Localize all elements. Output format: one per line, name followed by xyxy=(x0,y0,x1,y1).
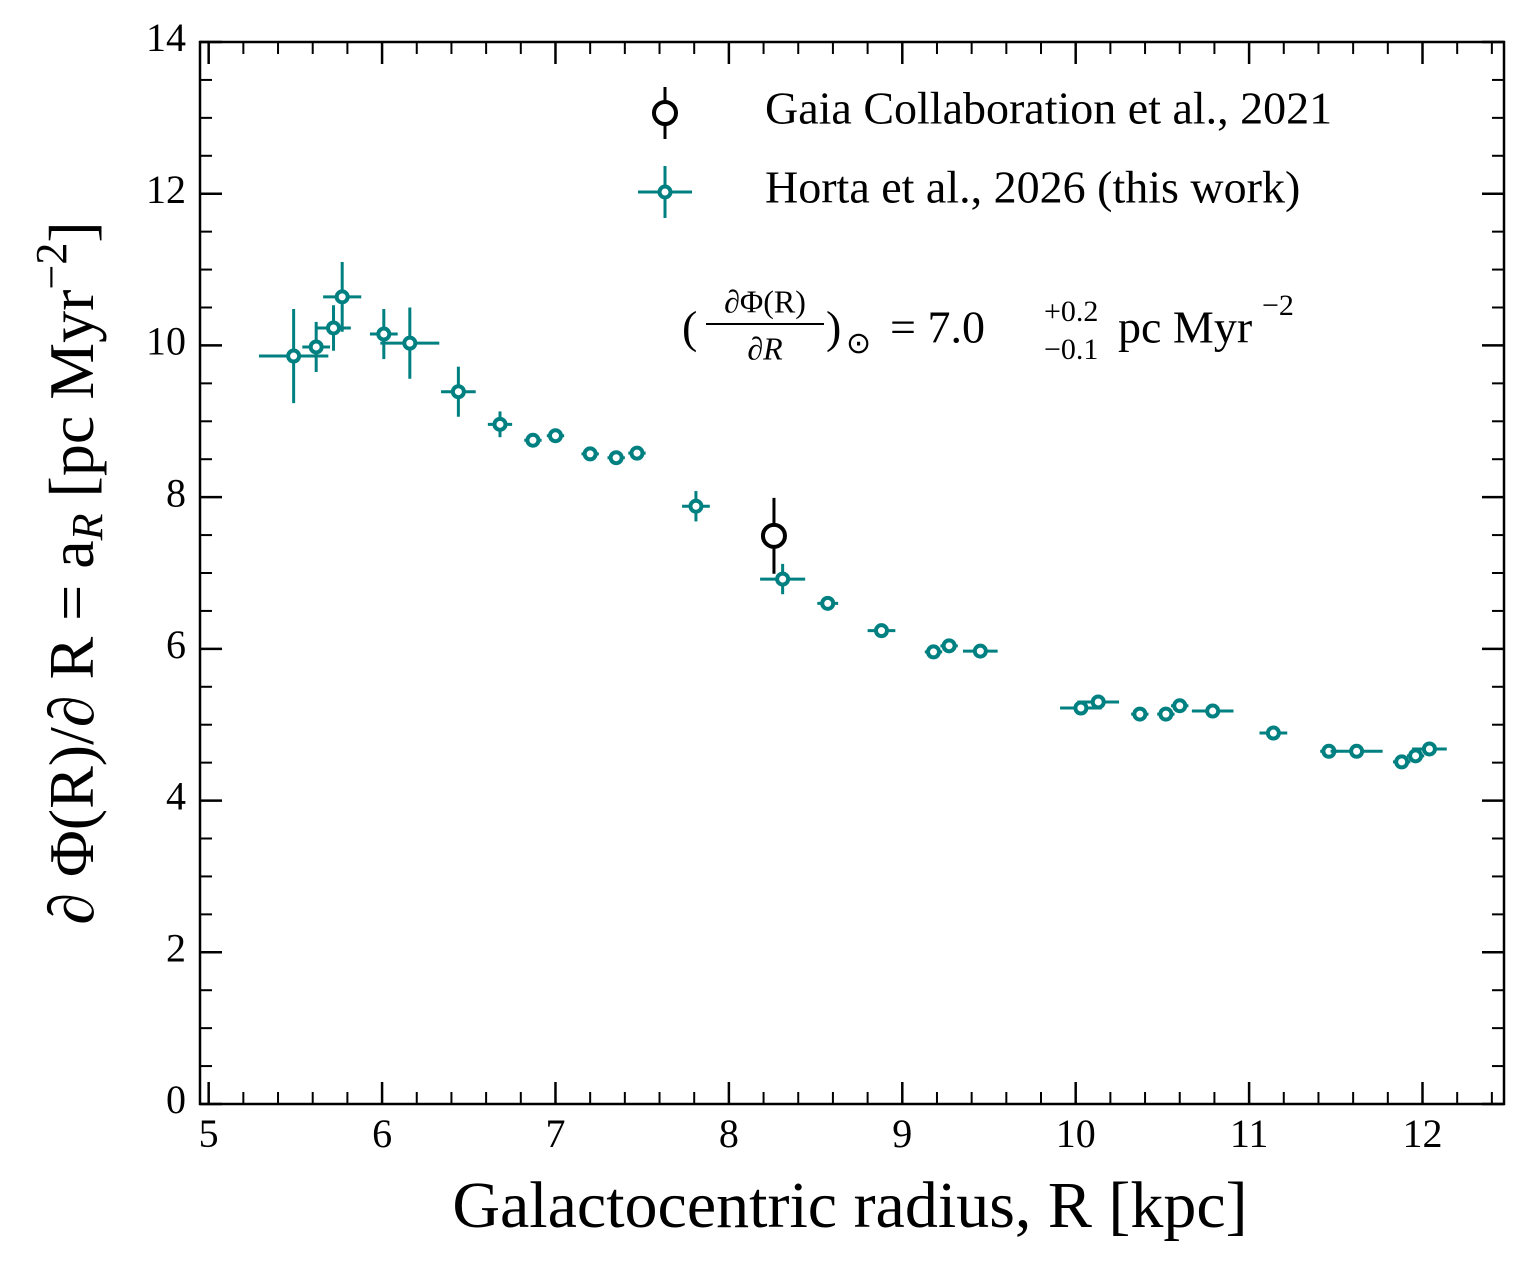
x-tick-label: 6 xyxy=(372,1111,392,1156)
y-tick-label: 8 xyxy=(166,470,186,515)
y-label-unit: [pc Myr xyxy=(36,290,107,514)
data-point xyxy=(547,428,563,444)
data-point xyxy=(1205,703,1221,719)
data-point xyxy=(582,446,598,462)
data-point xyxy=(873,623,889,639)
annotation-numerator: ∂Φ(R) xyxy=(724,283,806,319)
data-point xyxy=(308,339,324,355)
data-point xyxy=(775,571,791,587)
x-tick-label: 7 xyxy=(545,1111,565,1156)
data-point xyxy=(1090,694,1106,710)
annotation-lower: −0.1 xyxy=(1044,333,1098,366)
data-point xyxy=(1265,725,1281,741)
x-tick-label: 10 xyxy=(1056,1111,1096,1156)
annotation-close: ) xyxy=(826,302,841,353)
y-label-close: ] xyxy=(36,221,107,242)
data-point xyxy=(1172,698,1188,714)
data-point xyxy=(525,432,541,448)
y-tick-label: 6 xyxy=(166,622,186,667)
annotation-power: −2 xyxy=(1262,289,1294,322)
y-tick-label: 0 xyxy=(166,1077,186,1122)
data-point xyxy=(402,335,418,351)
data-point xyxy=(1394,754,1410,770)
y-label-main: ∂ Φ(R)/∂ R = a xyxy=(36,540,107,924)
x-tick-label: 9 xyxy=(892,1111,912,1156)
data-point xyxy=(972,643,988,659)
data-point xyxy=(334,289,350,305)
data-point xyxy=(1158,706,1174,722)
annotation-subscript: ⊙ xyxy=(846,327,871,360)
data-point xyxy=(820,595,836,611)
data-point xyxy=(286,348,302,364)
legend-marker xyxy=(652,100,678,126)
data-point xyxy=(376,326,392,342)
data-point xyxy=(629,445,645,461)
annotation-upper: +0.2 xyxy=(1044,295,1098,328)
legend-label: Gaia Collaboration et al., 2021 xyxy=(765,83,1332,134)
annotation-value: = 7.0 xyxy=(890,302,985,353)
data-point xyxy=(941,638,957,654)
x-tick-label: 5 xyxy=(199,1111,219,1156)
y-tick-label: 12 xyxy=(146,167,186,212)
data-point xyxy=(1408,748,1424,764)
data-point xyxy=(608,450,624,466)
legend-marker xyxy=(657,184,673,200)
annotation-denominator: ∂R xyxy=(747,330,783,366)
data-point xyxy=(1073,700,1089,716)
y-tick-label: 10 xyxy=(146,319,186,364)
x-tick-label: 11 xyxy=(1230,1111,1269,1156)
data-point xyxy=(492,416,508,432)
data-point xyxy=(450,384,466,400)
y-label-power: −2 xyxy=(27,243,76,290)
data-point xyxy=(1349,743,1365,759)
y-label-sub: R xyxy=(63,513,112,541)
x-tick-label: 8 xyxy=(719,1111,739,1156)
y-axis-label: ∂ Φ(R)/∂ R = aR [pc Myr−2] xyxy=(27,221,112,924)
y-tick-label: 4 xyxy=(166,774,186,819)
x-tick-label: 12 xyxy=(1403,1111,1443,1156)
y-tick-label: 2 xyxy=(166,925,186,970)
data-point xyxy=(1132,706,1148,722)
data-point xyxy=(326,320,342,336)
data-point xyxy=(760,522,787,549)
data-point xyxy=(926,644,941,660)
data-point xyxy=(1421,741,1437,757)
annotation: ( ∂Φ(R) ∂R ) ⊙ = 7.0 +0.2 −0.1 pc Myr −2 xyxy=(682,283,1294,366)
annotation-open: ( xyxy=(682,302,697,353)
annotation-unit: pc Myr xyxy=(1118,302,1252,353)
y-tick-label: 14 xyxy=(146,15,186,60)
x-axis-label: Galactocentric radius, R [kpc] xyxy=(452,1169,1247,1242)
data-point xyxy=(688,498,704,514)
legend-label: Horta et al., 2026 (this work) xyxy=(765,162,1300,213)
